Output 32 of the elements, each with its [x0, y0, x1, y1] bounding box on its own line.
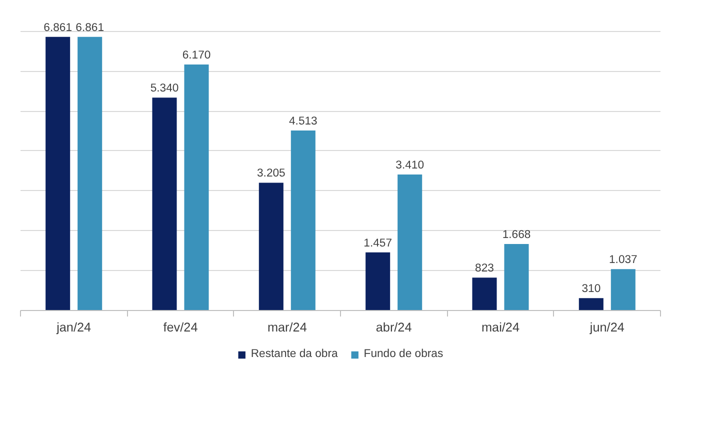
- data-label: 4.513: [288, 116, 318, 128]
- x-tick-label: jan/24: [56, 320, 92, 334]
- bar: [610, 269, 636, 310]
- bar: [290, 130, 316, 310]
- x-tick-label: mar/24: [267, 320, 307, 334]
- data-label: 6.861: [44, 22, 72, 34]
- bar: [78, 36, 102, 310]
- bar: [398, 174, 422, 310]
- bar: [46, 36, 70, 310]
- x-tick-label: jun/24: [588, 320, 624, 334]
- data-label: 3.205: [256, 168, 286, 180]
- x-tick-label: fev/24: [163, 320, 198, 334]
- data-label: 823: [475, 262, 494, 275]
- data-label: 6.861: [76, 22, 104, 34]
- bar: [504, 244, 529, 310]
- data-label: 1.668: [502, 228, 531, 241]
- data-label: 1.457: [364, 237, 392, 250]
- data-label: 3.410: [396, 160, 424, 172]
- bar: [152, 98, 177, 310]
- data-label: 5.340: [150, 82, 179, 95]
- legend-label: Restante da obra: [250, 348, 338, 360]
- bar: [258, 182, 284, 310]
- data-label: 1.037: [608, 254, 638, 266]
- x-tick-label: abr/24: [376, 320, 412, 334]
- x-tick-label: mai/24: [482, 320, 520, 334]
- data-label: 310: [582, 283, 601, 296]
- legend-label: Fundo de obras: [364, 348, 444, 360]
- bar: [472, 278, 497, 310]
- bar: [366, 252, 390, 310]
- bar: [184, 64, 209, 310]
- bar: [578, 298, 604, 310]
- data-label: 6.170: [182, 49, 211, 62]
